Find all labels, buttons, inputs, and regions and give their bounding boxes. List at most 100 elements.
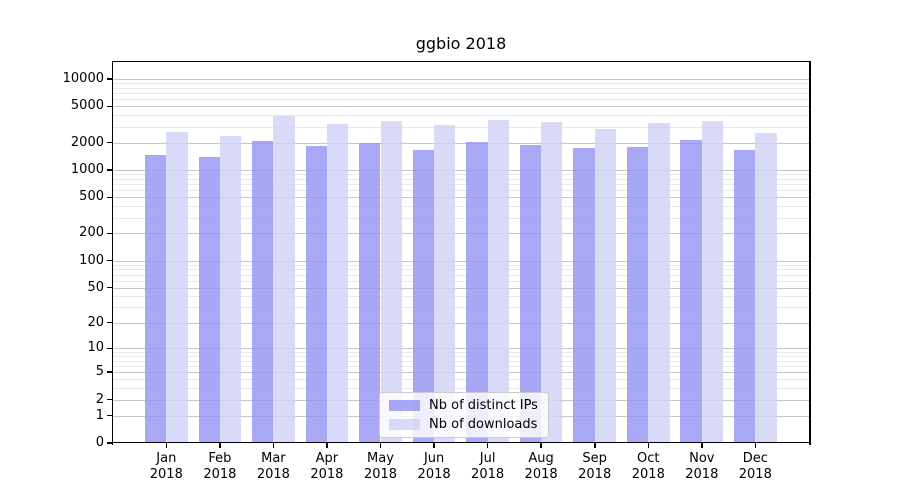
legend-label-distinct-ips: Nb of distinct IPs [429, 398, 538, 413]
bar-downloads [701, 121, 724, 443]
minor-gridline [113, 87, 809, 89]
x-axis-tick [647, 443, 649, 448]
x-axis-tick [326, 443, 328, 448]
y-axis-tick [106, 286, 112, 289]
minor-gridline [113, 280, 809, 282]
bar-distinct-ips [733, 150, 756, 443]
x-axis-tick [433, 443, 435, 448]
x-axis-tick-label: Nov 2018 [685, 451, 719, 482]
bar-downloads [594, 128, 617, 443]
legend-swatch-downloads [389, 419, 420, 430]
chart-title: ggbio 2018 [415, 34, 507, 53]
y-axis-tick [106, 414, 112, 417]
minor-gridline [113, 366, 809, 368]
y-axis-tick [106, 371, 112, 373]
x-axis-tick [486, 443, 489, 448]
minor-gridline [113, 206, 809, 208]
major-gridline [113, 287, 809, 289]
y-axis-tick-label: 1000 [70, 162, 104, 177]
bar-distinct-ips [305, 145, 327, 443]
bar-distinct-ips [144, 155, 167, 443]
minor-gridline [113, 217, 809, 219]
bar-downloads [648, 123, 670, 443]
minor-gridline [113, 83, 809, 85]
minor-gridline [113, 274, 809, 276]
y-axis-tick-label: 2 [95, 391, 104, 407]
minor-gridline [113, 174, 809, 176]
y-axis-tick [106, 169, 112, 171]
x-axis-tick [540, 443, 542, 448]
y-axis-tick-label: 50 [87, 279, 104, 295]
minor-gridline [113, 184, 809, 185]
major-gridline [113, 260, 809, 262]
major-gridline [113, 348, 809, 350]
bar-downloads [219, 136, 242, 443]
y-axis-tick [106, 321, 112, 324]
bar-distinct-ips [412, 150, 435, 443]
bar-distinct-ips [359, 142, 381, 443]
y-axis-tick-label: 10 [87, 340, 104, 356]
plot-border-bottom [111, 441, 811, 443]
plot-border-top [111, 60, 811, 62]
x-axis-tick-label: May 2018 [363, 451, 398, 482]
y-axis-tick [106, 347, 112, 349]
y-axis-tick-label: 0 [95, 435, 104, 450]
major-gridline [113, 106, 809, 108]
x-axis-tick [594, 443, 596, 448]
bar-downloads [755, 133, 777, 443]
bar-distinct-ips [680, 139, 702, 443]
major-gridline [113, 79, 809, 80]
legend-item-distinct-ips: Nb of distinct IPs [389, 398, 538, 413]
legend-swatch-distinct-ips [389, 400, 420, 411]
x-axis-tick-label: Aug 2018 [524, 451, 558, 482]
minor-gridline [113, 296, 809, 298]
x-axis-tick-label: Mar 2018 [256, 451, 290, 482]
major-gridline [113, 142, 809, 144]
bar-downloads [487, 119, 509, 443]
minor-gridline [113, 99, 809, 101]
minor-gridline [113, 178, 809, 180]
minor-gridline [113, 264, 809, 266]
bar-downloads [434, 125, 456, 443]
bar-distinct-ips [252, 140, 274, 443]
x-axis-tick-label: Jul 2018 [471, 451, 505, 482]
x-axis-tick-label: Apr 2018 [310, 451, 344, 482]
y-axis-tick [106, 78, 112, 80]
y-axis-tick [106, 105, 112, 108]
x-axis-tick [219, 443, 221, 448]
minor-gridline [113, 307, 809, 309]
x-axis-tick-label: Jan 2018 [149, 451, 183, 482]
x-axis-tick-label: Sep 2018 [578, 451, 612, 482]
y-axis-tick [106, 196, 112, 199]
minor-gridline [113, 352, 809, 353]
bar-downloads [273, 116, 295, 443]
x-axis-tick [272, 443, 275, 448]
y-axis-tick-label: 5 [95, 364, 104, 380]
x-axis-tick-label: Dec 2018 [738, 451, 772, 482]
minor-gridline [113, 93, 809, 95]
y-axis-tick [106, 398, 112, 401]
bar-distinct-ips [519, 144, 542, 443]
x-axis-tick-label: Jun 2018 [417, 451, 451, 482]
major-gridline [113, 170, 809, 171]
x-axis-tick-label: Oct 2018 [631, 451, 665, 482]
major-gridline [113, 197, 809, 199]
y-axis-tick [106, 442, 112, 444]
minor-gridline [113, 379, 809, 381]
x-axis-tick [379, 443, 382, 448]
major-gridline [113, 233, 809, 235]
y-axis-tick [106, 141, 112, 144]
y-axis-tick-label: 1 [95, 407, 104, 423]
major-gridline [113, 322, 809, 324]
bar-downloads [326, 124, 349, 443]
y-axis-tick-label: 20 [87, 314, 104, 330]
y-axis-tick-label: 500 [79, 189, 104, 205]
legend-item-downloads: Nb of downloads [389, 417, 538, 432]
minor-gridline [113, 190, 809, 192]
y-axis-tick [106, 232, 112, 235]
bar-downloads [541, 121, 563, 443]
bar-downloads [380, 121, 402, 443]
minor-gridline [113, 115, 809, 117]
bar-distinct-ips [466, 141, 488, 443]
